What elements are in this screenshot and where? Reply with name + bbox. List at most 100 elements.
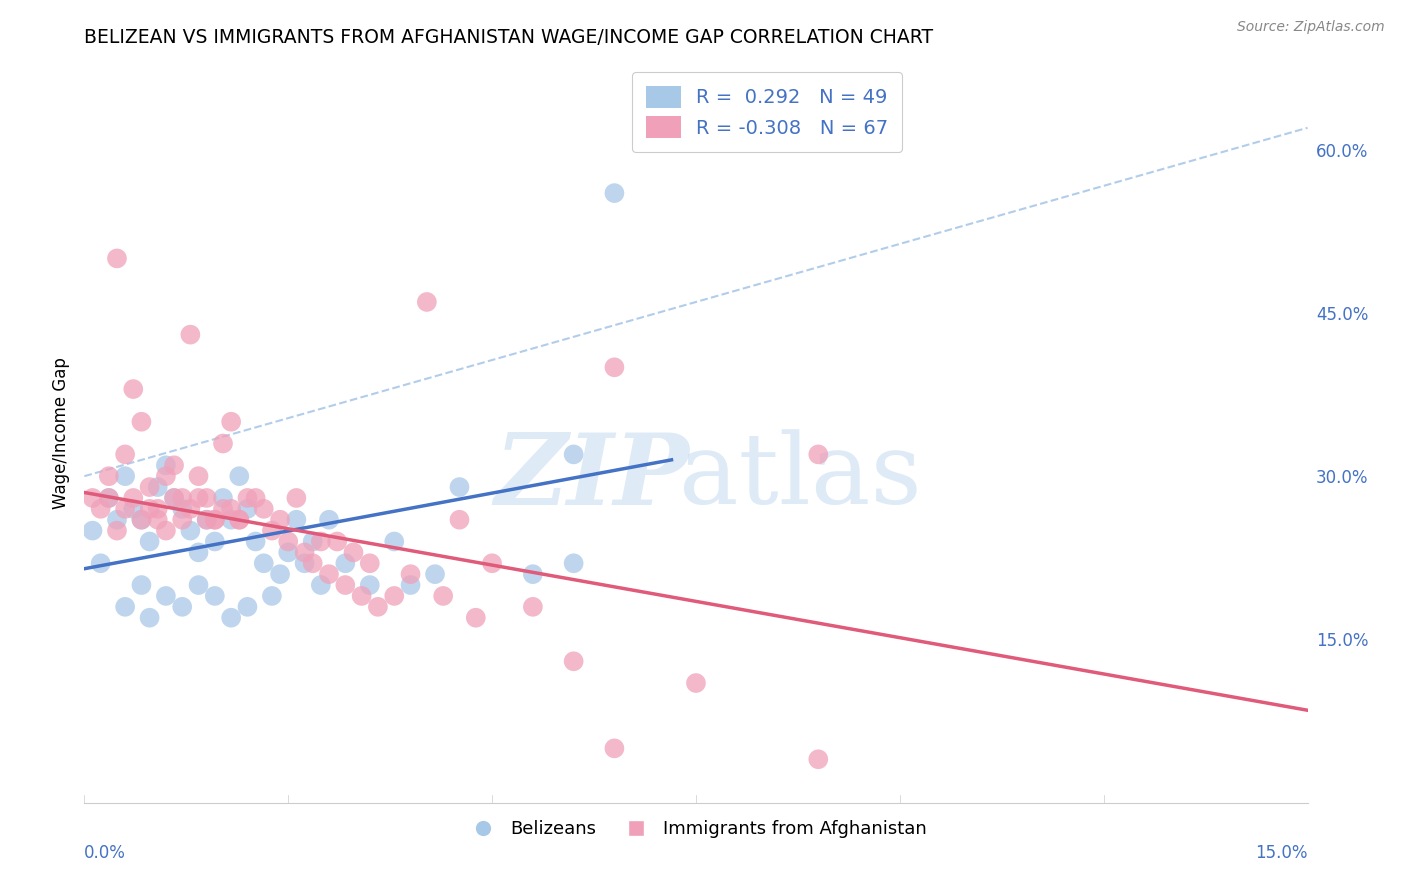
Point [204, 513, 226, 527]
Point [219, 415, 242, 429]
Point [277, 534, 299, 549]
Point [236, 501, 259, 516]
Point [105, 513, 128, 527]
Point [195, 491, 218, 505]
Point [807, 447, 830, 461]
Point [146, 480, 169, 494]
Point [603, 186, 626, 200]
Point [163, 491, 186, 505]
Point [131, 578, 153, 592]
Point [105, 524, 128, 538]
Point [236, 491, 259, 505]
Point [481, 556, 503, 570]
Point [522, 599, 544, 614]
Point [367, 599, 389, 614]
Text: atlas: atlas [679, 429, 921, 524]
Point [212, 436, 235, 450]
Point [342, 545, 364, 559]
Point [318, 567, 340, 582]
Point [97, 469, 120, 483]
Point [562, 654, 585, 668]
Point [114, 469, 136, 483]
Point [212, 491, 235, 505]
Point [187, 491, 209, 505]
Point [399, 567, 422, 582]
Legend: Belizeans, Immigrants from Afghanistan: Belizeans, Immigrants from Afghanistan [458, 814, 934, 846]
Point [449, 513, 471, 527]
Point [163, 491, 186, 505]
Point [245, 534, 267, 549]
Point [122, 382, 145, 396]
Point [90, 501, 112, 516]
Point [172, 599, 194, 614]
Point [138, 611, 160, 625]
Point [212, 501, 235, 516]
Y-axis label: Wage/Income Gap: Wage/Income Gap [52, 357, 70, 508]
Point [253, 501, 276, 516]
Point [114, 599, 136, 614]
Point [260, 524, 283, 538]
Point [423, 567, 446, 582]
Point [350, 589, 373, 603]
Point [335, 556, 357, 570]
Text: Source: ZipAtlas.com: Source: ZipAtlas.com [1237, 20, 1385, 34]
Text: ZIP: ZIP [495, 429, 689, 525]
Point [464, 611, 486, 625]
Point [236, 599, 259, 614]
Point [253, 556, 276, 570]
Point [285, 491, 308, 505]
Point [562, 556, 585, 570]
Point [204, 589, 226, 603]
Point [97, 491, 120, 505]
Point [318, 513, 340, 527]
Point [219, 513, 242, 527]
Point [335, 578, 357, 592]
Point [163, 458, 186, 473]
Point [382, 534, 405, 549]
Point [219, 611, 242, 625]
Point [269, 513, 291, 527]
Point [155, 469, 177, 483]
Point [122, 501, 145, 516]
Point [187, 545, 209, 559]
Point [187, 469, 209, 483]
Point [172, 491, 194, 505]
Point [309, 534, 332, 549]
Point [195, 513, 218, 527]
Point [449, 480, 471, 494]
Point [562, 447, 585, 461]
Point [294, 545, 316, 559]
Text: 0.0%: 0.0% [84, 844, 127, 862]
Point [245, 491, 267, 505]
Point [155, 589, 177, 603]
Point [326, 534, 349, 549]
Point [228, 513, 250, 527]
Point [179, 501, 201, 516]
Point [195, 513, 218, 527]
Point [260, 589, 283, 603]
Point [359, 578, 381, 592]
Point [603, 360, 626, 375]
Point [228, 469, 250, 483]
Point [114, 501, 136, 516]
Point [359, 556, 381, 570]
Text: BELIZEAN VS IMMIGRANTS FROM AFGHANISTAN WAGE/INCOME GAP CORRELATION CHART: BELIZEAN VS IMMIGRANTS FROM AFGHANISTAN … [84, 28, 934, 47]
Point [269, 567, 291, 582]
Point [114, 447, 136, 461]
Point [146, 513, 169, 527]
Point [285, 513, 308, 527]
Point [301, 556, 323, 570]
Point [138, 501, 160, 516]
Point [807, 752, 830, 766]
Point [131, 513, 153, 527]
Text: 15.0%: 15.0% [1256, 844, 1308, 862]
Point [603, 741, 626, 756]
Point [309, 578, 332, 592]
Point [122, 491, 145, 505]
Point [105, 252, 128, 266]
Point [172, 513, 194, 527]
Point [138, 534, 160, 549]
Point [155, 458, 177, 473]
Point [131, 415, 153, 429]
Point [146, 501, 169, 516]
